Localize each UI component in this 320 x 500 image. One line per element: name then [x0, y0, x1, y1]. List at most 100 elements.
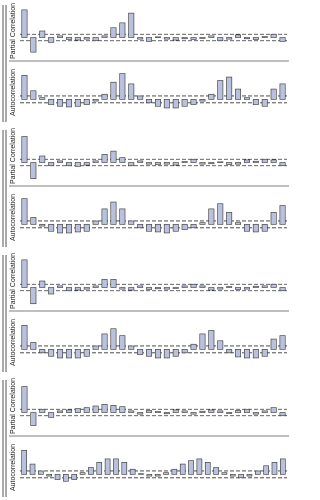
bar	[92, 99, 99, 102]
bar	[154, 162, 161, 165]
bar	[48, 349, 55, 357]
bar	[181, 99, 188, 107]
bar	[88, 467, 94, 475]
bar	[235, 162, 242, 165]
bar	[110, 279, 117, 288]
bar	[154, 474, 161, 477]
bar	[83, 37, 90, 40]
bar	[179, 463, 186, 475]
bar	[119, 335, 126, 350]
bar	[188, 460, 194, 475]
bar	[29, 463, 36, 475]
bar	[110, 201, 117, 225]
bar	[235, 88, 242, 100]
bar	[21, 325, 28, 350]
bar	[30, 287, 37, 305]
bar	[190, 412, 197, 415]
bar	[252, 224, 259, 233]
bar	[92, 220, 99, 225]
bar	[199, 99, 206, 102]
bar	[74, 287, 81, 291]
bar	[21, 136, 28, 163]
bar	[74, 349, 81, 359]
bar	[30, 90, 37, 100]
bar	[172, 162, 179, 166]
bar	[208, 287, 215, 291]
bar	[190, 158, 197, 163]
bar	[261, 99, 268, 107]
bar	[163, 37, 170, 40]
bar	[217, 203, 224, 225]
bar	[74, 224, 81, 233]
bar	[172, 287, 179, 289]
bar	[190, 37, 197, 40]
bar	[119, 287, 126, 290]
bar	[39, 155, 46, 163]
chart: Partial Correlation Autocorrelation Partia…	[2, 3, 289, 497]
bar	[101, 35, 108, 38]
y-axis-label: Autocorrelation	[10, 69, 17, 116]
bar	[181, 349, 188, 354]
bar	[172, 349, 179, 357]
bar	[181, 37, 188, 40]
bar	[208, 330, 215, 350]
bar	[146, 474, 153, 477]
bar	[279, 83, 286, 100]
bar	[65, 99, 72, 108]
bar	[129, 468, 136, 475]
bar	[208, 208, 215, 225]
bar	[181, 285, 188, 288]
bar	[74, 99, 81, 107]
bar	[190, 99, 197, 105]
bar	[65, 162, 72, 167]
bar	[128, 162, 135, 167]
bar	[280, 458, 286, 475]
bar	[243, 37, 250, 40]
bar	[279, 287, 286, 292]
bar	[46, 474, 53, 477]
bar	[172, 37, 179, 41]
bar	[226, 37, 233, 40]
bar	[65, 224, 72, 234]
bar	[119, 22, 126, 38]
bar	[57, 410, 64, 413]
bar	[235, 410, 242, 413]
bar	[217, 37, 224, 42]
bar	[163, 224, 170, 234]
bar	[163, 162, 170, 165]
bar	[39, 349, 46, 354]
bar	[119, 157, 126, 163]
bar	[199, 285, 206, 288]
bar	[83, 224, 90, 232]
bar	[146, 287, 153, 290]
bar	[83, 407, 90, 413]
bar	[213, 467, 219, 475]
bar	[101, 333, 108, 350]
bar	[261, 285, 268, 288]
bar	[39, 30, 46, 38]
bar	[83, 287, 90, 290]
bar	[128, 83, 135, 100]
bar	[74, 408, 81, 413]
bar	[54, 474, 61, 480]
bar	[163, 99, 170, 109]
bar	[217, 340, 224, 350]
bar	[270, 33, 277, 38]
bar	[271, 462, 278, 475]
bar	[39, 97, 46, 100]
bar	[57, 285, 64, 288]
bar	[279, 412, 286, 417]
bar	[163, 287, 170, 290]
bar	[128, 410, 135, 413]
bar	[92, 160, 99, 163]
bar	[110, 405, 117, 413]
bar	[261, 224, 268, 232]
bar	[48, 99, 55, 105]
bar	[246, 474, 253, 477]
bar	[252, 349, 259, 359]
bar	[38, 470, 44, 475]
bar	[204, 462, 211, 475]
bar	[119, 208, 126, 225]
bar	[110, 150, 117, 163]
bar	[199, 37, 206, 39]
